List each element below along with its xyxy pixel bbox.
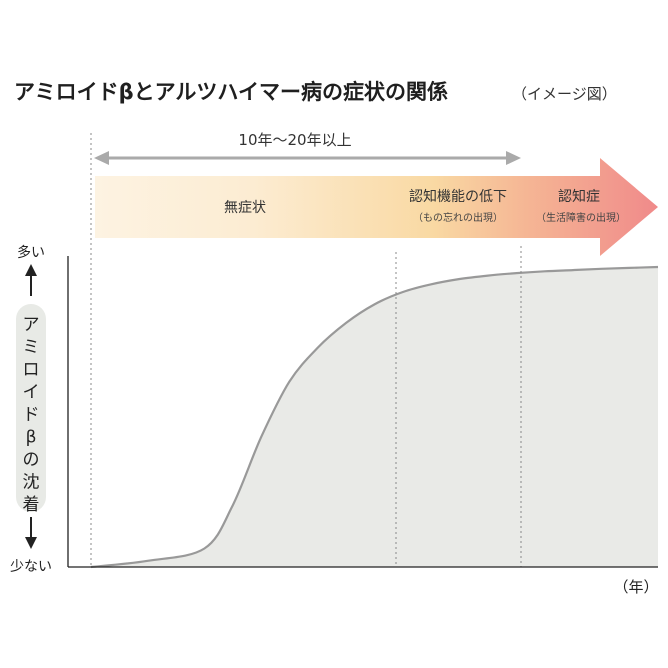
- x-unit-label: （年）: [613, 578, 658, 596]
- stage-label-cognitive-decline: 認知機能の低下: [409, 188, 507, 205]
- time-span-label: 10年〜20年以上: [238, 131, 351, 149]
- y-low-label: 少ない: [10, 559, 52, 575]
- stage-label-dementia: 認知症: [558, 188, 600, 205]
- deposition-area-fill: [91, 267, 658, 567]
- y-axis-title-char: 着: [23, 495, 40, 515]
- y-axis-title-char: ド: [23, 405, 40, 425]
- y-up-arrow: [25, 264, 37, 296]
- y-axis-title-pill: [16, 304, 46, 512]
- time-span-arrow: [94, 151, 521, 165]
- y-axis-title-char: β: [26, 428, 37, 448]
- stage-sublabel-dementia: （生活障害の出現）: [536, 211, 626, 224]
- stage-band-arrow: [95, 158, 658, 256]
- y-high-label: 多い: [17, 244, 45, 261]
- y-axis-title-char: ロ: [23, 360, 40, 380]
- y-down-arrow: [25, 517, 37, 549]
- y-axis-title-char: ミ: [23, 338, 40, 358]
- y-axis-title-char: イ: [23, 383, 40, 403]
- stage-sublabel-cognitive-decline: （もの忘れの出現）: [413, 211, 503, 224]
- y-axis-title-char: の: [23, 450, 40, 470]
- y-axis-title-char: ア: [23, 315, 40, 335]
- chart-subtitle: （イメージ図）: [512, 85, 617, 103]
- stage-label-asymptomatic: 無症状: [224, 200, 266, 216]
- deposition-curve-line: [90, 265, 659, 569]
- y-axis-title-char: 沈: [23, 473, 40, 493]
- chart-title: アミロイドβとアルツハイマー病の症状の関係: [14, 80, 448, 104]
